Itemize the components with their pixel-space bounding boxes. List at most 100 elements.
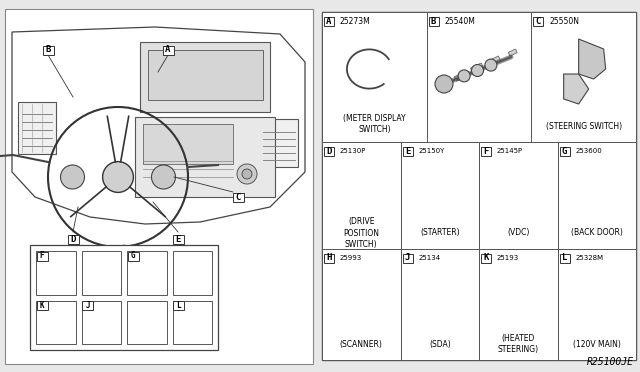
Bar (454, 73, 465, 81)
Text: J: J (405, 253, 410, 263)
Text: (HEATED
STEERING): (HEATED STEERING) (498, 334, 539, 354)
Bar (36, 251, 47, 260)
Bar (559, 147, 570, 155)
Text: 25328M: 25328M (575, 255, 604, 261)
Polygon shape (531, 173, 535, 199)
Bar (18, 102, 56, 154)
Text: C: C (236, 192, 241, 202)
Text: B: B (431, 16, 436, 26)
Bar (36, 251, 76, 295)
Text: (STARTER): (STARTER) (420, 228, 460, 237)
Text: L: L (176, 301, 181, 310)
Text: E: E (405, 147, 410, 155)
Bar (479, 249, 557, 360)
Text: 25273M: 25273M (340, 16, 371, 26)
Bar (67, 234, 79, 244)
Bar (324, 253, 334, 263)
Text: (STEERING SWITCH): (STEERING SWITCH) (546, 122, 621, 131)
Text: A: A (326, 16, 332, 26)
Bar (481, 253, 491, 263)
Text: 253600: 253600 (575, 148, 602, 154)
Bar (324, 16, 334, 26)
Polygon shape (564, 74, 589, 104)
Text: F: F (40, 251, 44, 260)
Text: B: B (45, 45, 51, 55)
Polygon shape (586, 278, 613, 282)
Text: (DRIVE
POSITION
SWITCH): (DRIVE POSITION SWITCH) (343, 217, 380, 248)
Bar (173, 234, 184, 244)
Text: K: K (40, 301, 44, 310)
Bar (479, 142, 557, 249)
Circle shape (352, 183, 366, 198)
Bar (508, 282, 529, 311)
Text: 25540M: 25540M (445, 16, 476, 26)
Bar (438, 82, 447, 89)
Bar (163, 45, 173, 55)
Polygon shape (350, 278, 378, 282)
Bar (429, 282, 451, 311)
Bar (260, 119, 298, 167)
Bar (173, 301, 212, 344)
Circle shape (472, 64, 483, 77)
Text: F: F (483, 147, 489, 155)
Text: (BACK DOOR): (BACK DOOR) (571, 228, 623, 237)
Bar (173, 301, 184, 310)
Bar (557, 142, 636, 249)
Bar (557, 249, 636, 360)
Bar (140, 42, 270, 112)
Bar (322, 12, 636, 360)
Bar (148, 50, 263, 100)
Bar (401, 249, 479, 360)
Bar (36, 301, 76, 344)
Polygon shape (429, 278, 456, 282)
Bar (516, 170, 525, 175)
Circle shape (485, 59, 497, 71)
Text: L: L (562, 253, 567, 263)
Bar (36, 301, 47, 310)
Circle shape (429, 183, 445, 199)
Text: 25193: 25193 (497, 255, 519, 261)
Text: 25134: 25134 (419, 255, 440, 261)
Text: 25150Y: 25150Y (419, 148, 445, 154)
Text: K: K (483, 253, 489, 263)
Circle shape (152, 165, 175, 189)
Text: H: H (326, 253, 332, 263)
Polygon shape (451, 278, 456, 311)
Text: (SDA): (SDA) (429, 340, 451, 349)
Bar (127, 251, 166, 295)
Circle shape (237, 164, 257, 184)
Bar (403, 147, 413, 155)
Polygon shape (529, 278, 535, 311)
Bar (401, 142, 479, 249)
Bar (173, 251, 212, 295)
Bar (232, 192, 243, 202)
Bar (81, 301, 121, 344)
Circle shape (345, 176, 373, 205)
Bar (81, 251, 121, 295)
Text: 25130P: 25130P (340, 148, 366, 154)
Polygon shape (372, 278, 378, 311)
Text: 25550N: 25550N (549, 16, 579, 26)
Bar (427, 12, 531, 142)
Circle shape (242, 169, 252, 179)
Bar (586, 282, 608, 311)
Text: 25993: 25993 (340, 255, 362, 261)
Bar (533, 16, 543, 26)
Polygon shape (508, 278, 535, 282)
Bar (596, 273, 604, 279)
Bar (481, 147, 491, 155)
Bar (324, 147, 334, 155)
Bar (585, 176, 609, 199)
Text: (SCANNER): (SCANNER) (340, 340, 383, 349)
Polygon shape (609, 173, 614, 199)
Polygon shape (608, 278, 613, 311)
Bar (559, 253, 570, 263)
Text: 25145P: 25145P (497, 148, 523, 154)
Circle shape (425, 177, 451, 203)
Polygon shape (585, 173, 614, 176)
Bar (143, 124, 233, 164)
Bar (508, 49, 517, 56)
Text: R25100JE: R25100JE (587, 357, 634, 367)
Text: D: D (326, 147, 332, 155)
Bar (403, 253, 413, 263)
